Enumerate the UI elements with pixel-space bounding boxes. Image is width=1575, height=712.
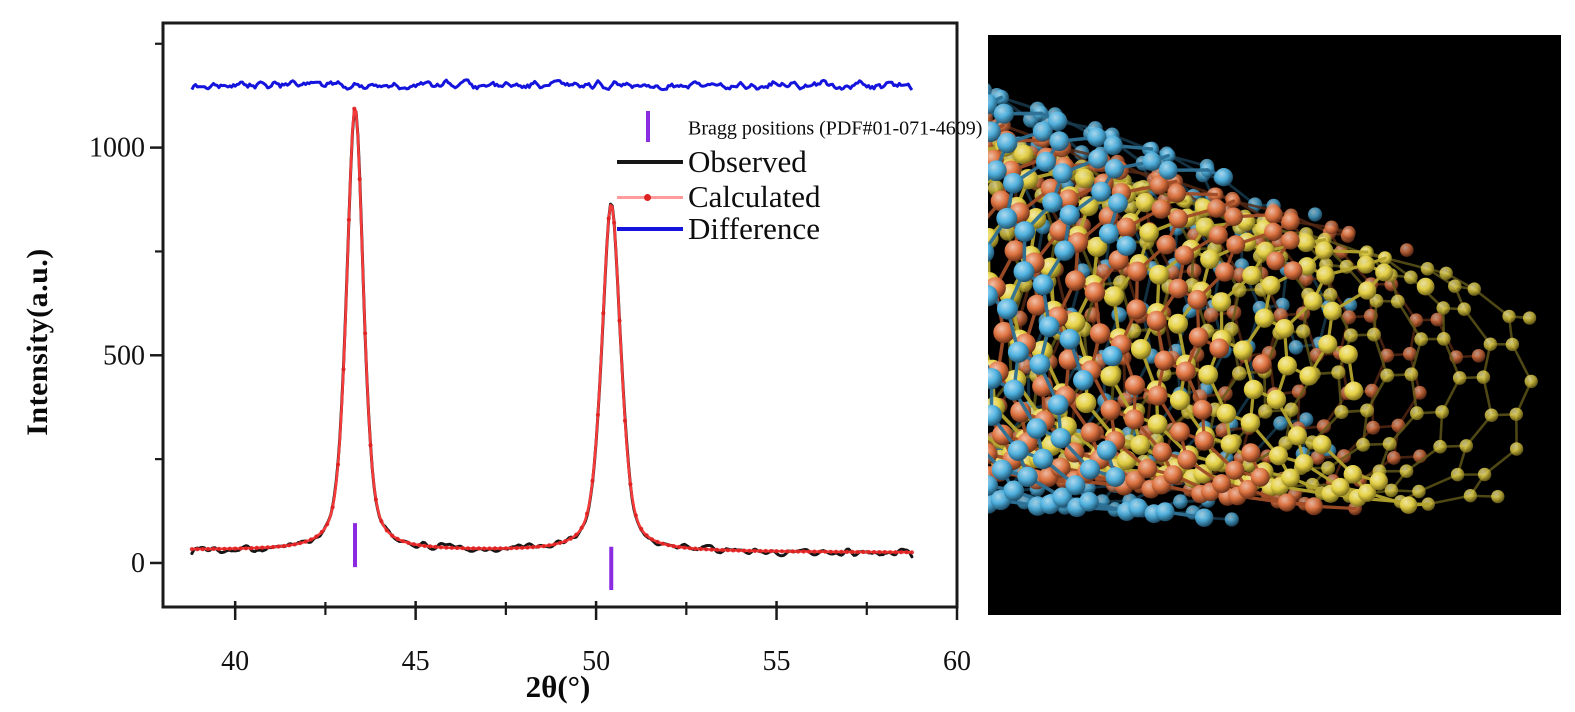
svg-text:1000: 1000 <box>89 133 145 164</box>
nanotube-render-panel <box>988 35 1561 615</box>
outer-wall-front <box>988 93 1233 527</box>
nanotube-canvas <box>988 35 1561 615</box>
legend-label-bragg: Bragg positions (PDF#01-071-4609) <box>688 117 983 140</box>
svg-text:50: 50 <box>582 646 610 677</box>
svg-text:500: 500 <box>103 340 145 371</box>
svg-text:60: 60 <box>943 646 971 677</box>
x-axis-title: 2θ(°) <box>525 669 591 704</box>
difference-line-sample <box>617 227 683 231</box>
svg-text:40: 40 <box>221 646 249 677</box>
xrd-rietveld-plot: 40 45 50 55 60 0 500 1000 Intensity(a.u.) 2θ(°)… <box>21 21 982 704</box>
legend-label-difference: Difference <box>688 211 820 246</box>
observed-line-sample <box>617 160 683 164</box>
difference-curve <box>190 78 914 92</box>
svg-text:55: 55 <box>763 646 791 677</box>
bragg-position-ticks <box>353 523 614 590</box>
axis-ticks <box>150 42 959 620</box>
svg-text:0: 0 <box>131 548 145 579</box>
y-axis-title: Intensity(a.u.) <box>21 248 54 436</box>
plot-frame <box>161 21 959 609</box>
legend-label-observed: Observed <box>688 144 807 179</box>
tick-labels: 40 45 50 55 60 0 500 1000 <box>89 133 971 677</box>
legend-label-calculated: Calculated <box>688 179 821 214</box>
calculated-curve <box>189 106 915 555</box>
svg-text:45: 45 <box>402 646 430 677</box>
bragg-tick-sample <box>646 111 650 142</box>
calculated-marker-sample <box>644 194 651 201</box>
xrd-plot-canvas: 40 45 50 55 60 0 500 1000 <box>89 21 971 677</box>
